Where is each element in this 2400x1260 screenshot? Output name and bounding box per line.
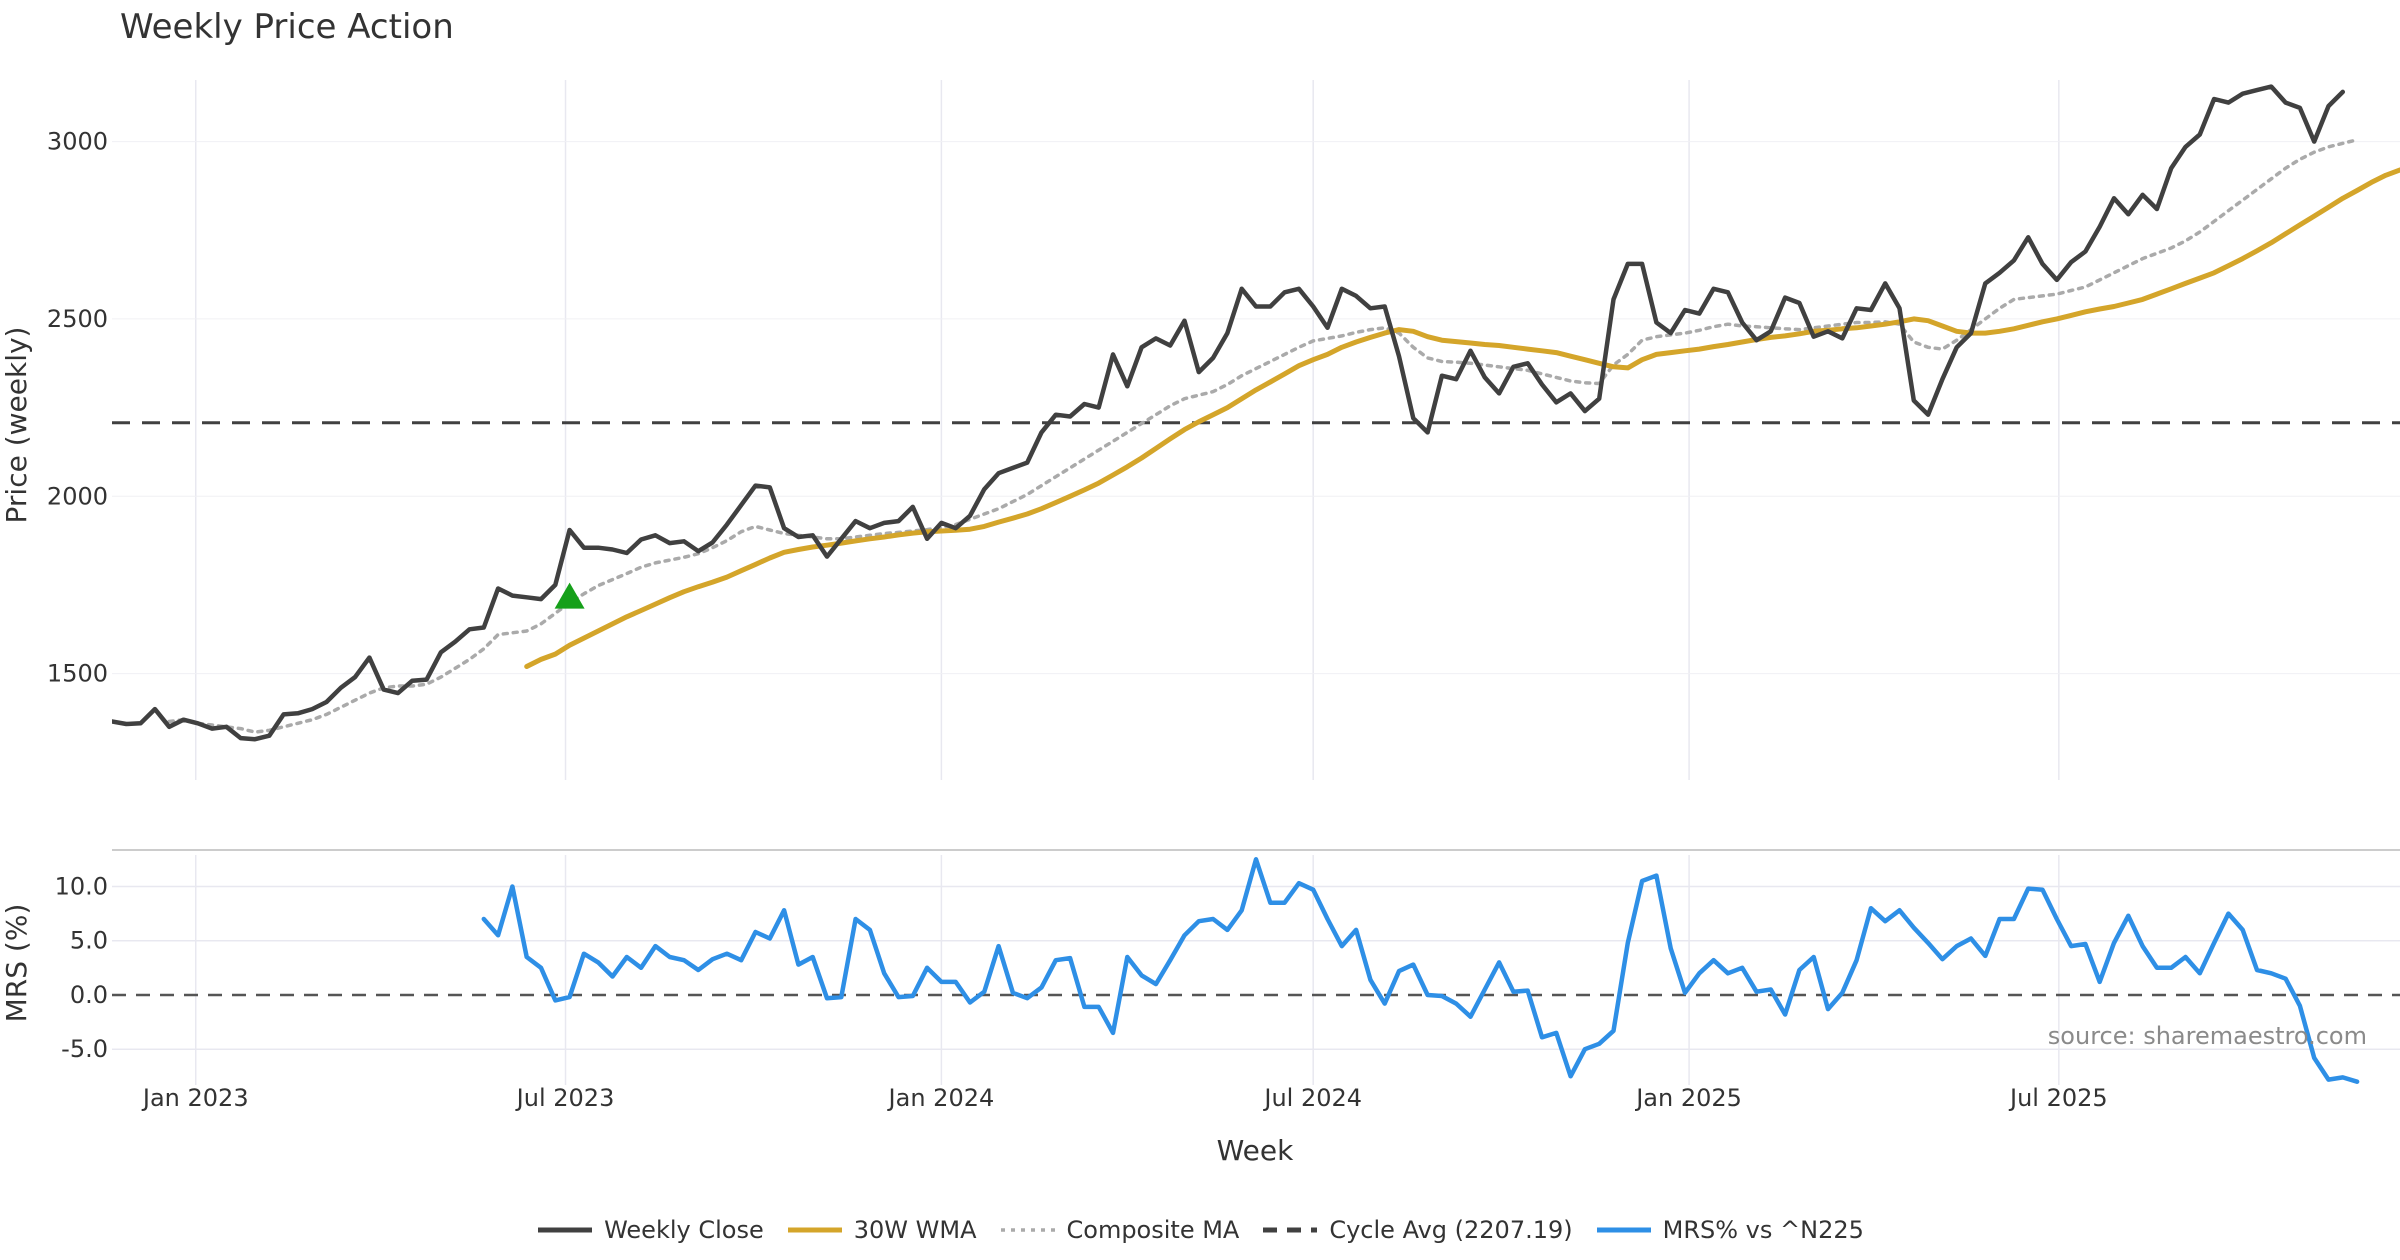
- price-y-tick-label: 2500: [47, 305, 108, 333]
- legend-item-weekly-close: Weekly Close: [536, 1216, 764, 1244]
- x-tick-label: Jul 2024: [1262, 1084, 1362, 1112]
- source-note: source: sharemaestro.com: [2048, 1022, 2367, 1050]
- x-axis-label: Week: [1217, 1134, 1294, 1167]
- composite-ma-line: [167, 138, 2359, 734]
- legend-swatch: [1263, 1227, 1318, 1233]
- legend-label: Composite MA: [1066, 1216, 1240, 1244]
- price-annotations: [554, 582, 585, 609]
- mrs-y-tick-label: 5.0: [70, 927, 108, 955]
- price-gridlines: [112, 80, 2400, 780]
- weekly-close-line: [112, 84, 2346, 742]
- chart-canvas: Weekly Price Action 1500 2000 2500 3000 Pri…: [0, 7, 2400, 1167]
- mrs-gridlines: [112, 855, 2400, 1085]
- legend-swatch: [787, 1227, 842, 1233]
- mrs-y-tick-label: -5.0: [61, 1035, 108, 1063]
- chart-title: Weekly Price Action: [120, 7, 454, 47]
- price-y-tick-labels: 1500 2000 2500 3000: [47, 128, 108, 688]
- legend-label: Cycle Avg (2207.19): [1329, 1216, 1573, 1244]
- price-y-tick-label: 1500: [47, 660, 108, 688]
- mrs-y-tick-label: 10.0: [55, 872, 108, 900]
- x-tick-label: Jul 2025: [2008, 1084, 2108, 1112]
- 30w-wma-line: [524, 167, 2400, 669]
- legend-label: MRS% vs ^N225: [1662, 1216, 1864, 1244]
- mrs-series-layer: [481, 857, 2360, 1084]
- legend-label: Weekly Close: [604, 1216, 764, 1244]
- price-y-tick-label: 3000: [47, 128, 108, 156]
- x-tick-label: Jan 2023: [141, 1084, 249, 1112]
- chart-legend: Weekly Close 30W WMA Composite MA Cycle Avg…: [0, 1210, 2400, 1250]
- legend-item-cycle-avg-2207-19: Cycle Avg (2207.19): [1261, 1216, 1573, 1244]
- legend-item-mrs-vs-n225: MRS% vs ^N225: [1595, 1216, 1864, 1244]
- x-tick-label: Jan 2025: [1634, 1084, 1742, 1112]
- legend-swatch: [538, 1227, 593, 1233]
- x-tick-labels: Jan 2023 Jul 2023 Jan 2024 Jul 2024 Jan 2025…: [141, 1084, 2108, 1112]
- price-series-layer: [112, 84, 2400, 742]
- price-y-tick-label: 2000: [47, 482, 108, 510]
- mrs-y-tick-labels: 10.0 5.0 0.0 -5.0: [55, 872, 108, 1063]
- x-tick-label: Jul 2023: [515, 1084, 615, 1112]
- x-tick-label: Jan 2024: [887, 1084, 995, 1112]
- legend-swatch: [1000, 1228, 1055, 1232]
- legend-item-30w-wma: 30W WMA: [786, 1216, 977, 1244]
- legend-label: 30W WMA: [853, 1216, 977, 1244]
- legend-swatch: [1596, 1227, 1651, 1233]
- price-y-axis-label: Price (weekly): [0, 327, 33, 524]
- legend-item-composite-ma: Composite MA: [999, 1216, 1240, 1244]
- buy-signal-triangle: [554, 582, 585, 609]
- mrs-y-tick-label: 0.0: [70, 981, 108, 1009]
- mrs-line: [481, 857, 2360, 1084]
- mrs-y-axis-label: MRS (%): [0, 904, 33, 1023]
